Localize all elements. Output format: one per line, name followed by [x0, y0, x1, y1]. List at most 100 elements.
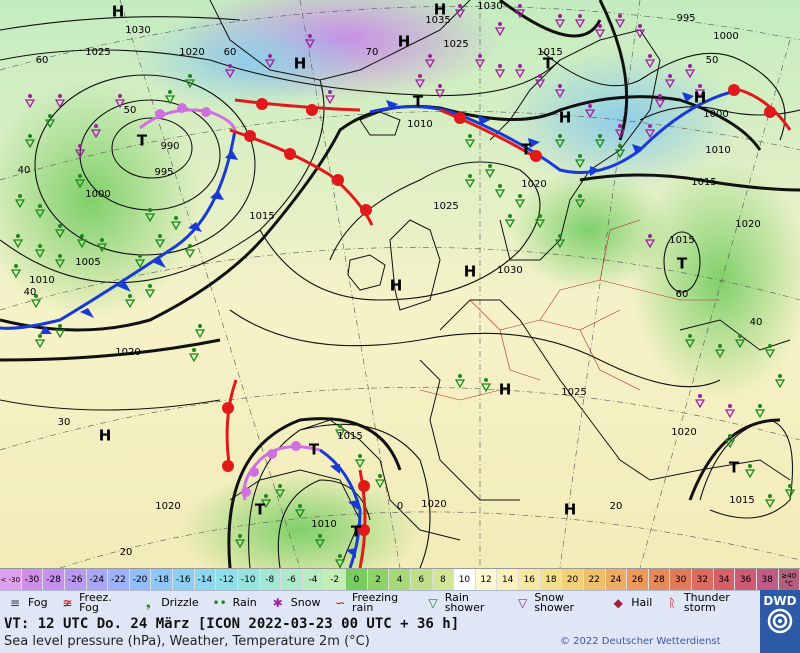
- snow-shower-symbol: [664, 74, 676, 89]
- snow-shower-symbol: [264, 54, 276, 69]
- isobar-label: 1015: [691, 177, 716, 188]
- scale-cell: 30: [670, 569, 692, 591]
- rain-shower-symbol: [188, 348, 200, 363]
- scale-cell: 0: [346, 569, 368, 591]
- scale-cell: -28: [43, 569, 65, 591]
- weather-symbols: [10, 4, 796, 568]
- snow-shower-symbol: [724, 404, 736, 419]
- thunderstorm-icon: ᚱ: [668, 596, 676, 610]
- scale-cell: 16: [519, 569, 541, 591]
- rain-shower-symbol: [454, 374, 466, 389]
- high-pressure-label: H: [112, 3, 125, 21]
- graticule-labels: 60 70 60 50 40 40 30 20 0 20 40 50 60: [18, 47, 763, 558]
- temperature-scale: < -30 -30 -28 -26 -24 -22 -20 -18 -16 -14 -12 -10 -8…: [0, 568, 800, 591]
- legend-item: ≡ Fog: [0, 591, 54, 615]
- low-pressure-label: T: [521, 141, 532, 159]
- rain-shower-symbol: [294, 504, 306, 519]
- graticule-label: 60: [36, 55, 49, 66]
- high-pressure-label: H: [294, 55, 307, 73]
- low-pressure-label: T: [543, 55, 554, 73]
- isobar-label: 1015: [249, 211, 274, 222]
- legend-label: Hail: [631, 596, 653, 609]
- scale-cell: 4: [389, 569, 411, 591]
- isobar-label: 1000: [85, 189, 110, 200]
- snow-shower-symbol: [654, 94, 666, 109]
- rain-shower-symbol: [774, 374, 786, 389]
- high-pressure-centers: H H H H H H H H H H H: [99, 1, 707, 519]
- rain-shower-symbol: [34, 204, 46, 219]
- rain-shower-symbol: [734, 334, 746, 349]
- legend-label: Fog: [28, 596, 48, 609]
- isobar-label: 1025: [443, 39, 468, 50]
- scale-cell: 24: [605, 569, 628, 591]
- scale-cell: 20: [562, 569, 584, 591]
- low-pressure-label: T: [351, 523, 362, 541]
- isobar-label: 1025: [85, 47, 110, 58]
- graticule-label: 40: [24, 287, 37, 298]
- scale-cell: 32: [692, 569, 714, 591]
- weather-map: H H H H H H H H H H H T T T T T T T T T 1030 1025 1020 990 995…: [0, 0, 800, 568]
- snow-shower-symbol: [224, 64, 236, 79]
- map-canvas: H H H H H H H H H H H T T T T T T T T T 1030 1025 1020 990 995…: [0, 0, 800, 568]
- isobar-label: 1025: [561, 387, 586, 398]
- scale-cell: 22: [583, 569, 606, 591]
- rain-shower-icon: ▽: [428, 596, 438, 610]
- scale-cell: 6: [410, 569, 433, 591]
- rain-shower-symbol: [464, 174, 476, 189]
- graticule-label: 20: [120, 547, 133, 558]
- isobar-labels: 1030 1025 1020 990 995 1000 1005 1010 1015 1020 10…: [29, 1, 760, 530]
- scale-cell: < -30: [0, 569, 22, 591]
- scale-cell: -22: [108, 569, 130, 591]
- legend-label: Thunder storm: [683, 591, 730, 614]
- snow-shower-symbol: [114, 94, 126, 109]
- snow-shower-symbol: [644, 234, 656, 249]
- isobar-label: 1005: [75, 257, 100, 268]
- rain-shower-symbol: [764, 344, 776, 359]
- snow-shower-symbol: [514, 64, 526, 79]
- legend-label: Rain: [232, 596, 257, 609]
- rain-shower-symbol: [14, 194, 26, 209]
- rain-shower-symbol: [554, 134, 566, 149]
- rain-icon: ••: [212, 596, 227, 610]
- snow-shower-symbol: [304, 34, 316, 49]
- rain-shower-symbol: [334, 424, 346, 439]
- scale-cell: -26: [64, 569, 87, 591]
- isobar-label: 1015: [537, 47, 562, 58]
- snow-shower-symbol: [324, 90, 336, 105]
- rain-shower-symbol: [76, 234, 88, 249]
- rain-shower-symbol: [484, 164, 496, 179]
- snow-shower-symbol: [614, 124, 626, 139]
- scale-cell: -24: [86, 569, 109, 591]
- legend-item: •• Rain: [205, 591, 263, 615]
- legend-label: Snow: [290, 596, 321, 609]
- cool-area-atlantic: [0, 80, 200, 320]
- isobar-label: 1010: [29, 275, 54, 286]
- high-pressure-label: H: [398, 33, 411, 51]
- rain-shower-symbol: [464, 134, 476, 149]
- rain-shower-symbol: [784, 484, 796, 499]
- snow-shower-symbol: [494, 22, 506, 37]
- rain-shower-symbol: [54, 254, 66, 269]
- isobar-label: 1020: [115, 347, 140, 358]
- low-pressure-label: T: [255, 501, 266, 519]
- snow-icon: ✱: [272, 596, 283, 610]
- scale-cell: -30: [21, 569, 44, 591]
- legend-item: ≆ Freez. Fog: [54, 591, 134, 615]
- legend-item: ▽ Rain shower: [419, 591, 509, 615]
- scale-cell: 12: [475, 569, 498, 591]
- rain-shower-symbol: [724, 434, 736, 449]
- graticule-label: 60: [676, 289, 689, 300]
- rain-shower-symbol: [480, 378, 492, 393]
- snow-shower-symbol: [644, 124, 656, 139]
- graticule-label: 70: [366, 47, 379, 58]
- snow-shower-symbol: [434, 84, 446, 99]
- rain-shower-symbol: [164, 90, 176, 105]
- rain-shower-symbol: [234, 534, 246, 549]
- high-pressure-label: H: [390, 277, 403, 295]
- isobar-label: 1030: [497, 265, 522, 276]
- rain-shower-symbol: [744, 464, 756, 479]
- copyright: © 2022 Deutscher Wetterdienst: [560, 636, 721, 647]
- low-pressure-label: T: [137, 132, 148, 150]
- scale-cell: 2: [367, 569, 390, 591]
- scale-cell: -6: [281, 569, 303, 591]
